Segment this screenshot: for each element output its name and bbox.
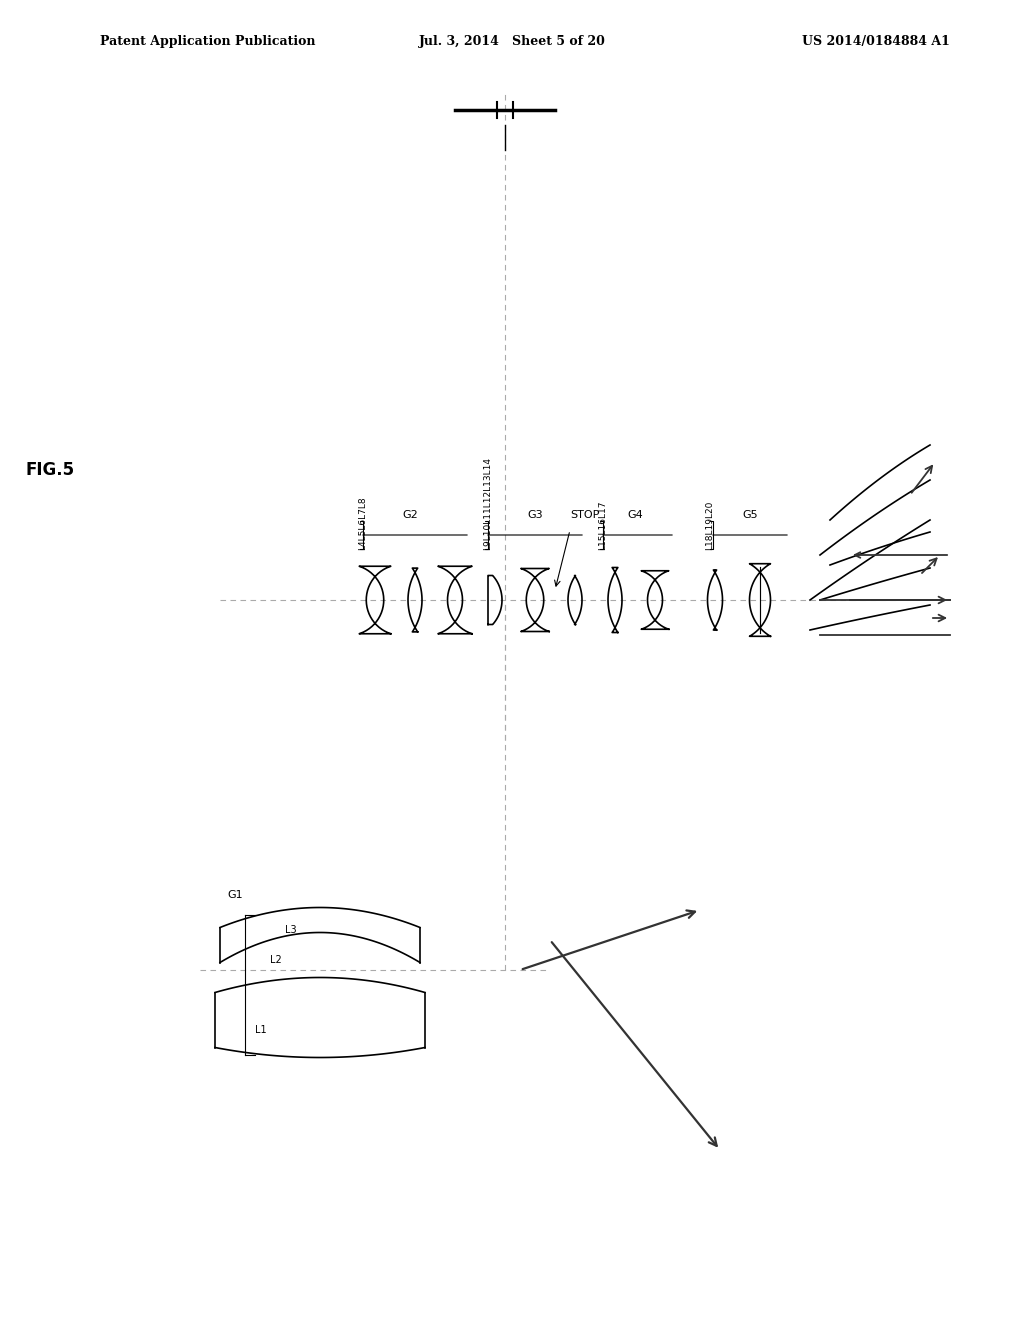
Text: L3: L3 — [285, 925, 297, 935]
Text: G4: G4 — [627, 510, 643, 520]
Text: L9L10L11L12L13L14: L9L10L11L12L13L14 — [483, 457, 492, 550]
Text: L2: L2 — [270, 954, 282, 965]
Text: L15L16L17: L15L16L17 — [598, 500, 607, 550]
Text: L18L19L20: L18L19L20 — [705, 500, 714, 550]
Text: G3: G3 — [527, 510, 543, 520]
Text: US 2014/0184884 A1: US 2014/0184884 A1 — [802, 36, 950, 48]
Text: G1: G1 — [227, 890, 243, 900]
Text: STOP: STOP — [570, 510, 599, 520]
Text: L4L5L6L7L8: L4L5L6L7L8 — [358, 496, 367, 550]
Text: FIG.5: FIG.5 — [26, 461, 75, 479]
Text: G2: G2 — [402, 510, 418, 520]
Text: Jul. 3, 2014   Sheet 5 of 20: Jul. 3, 2014 Sheet 5 of 20 — [419, 36, 605, 48]
Text: L1: L1 — [255, 1026, 266, 1035]
Text: Patent Application Publication: Patent Application Publication — [100, 36, 315, 48]
Text: G5: G5 — [742, 510, 758, 520]
